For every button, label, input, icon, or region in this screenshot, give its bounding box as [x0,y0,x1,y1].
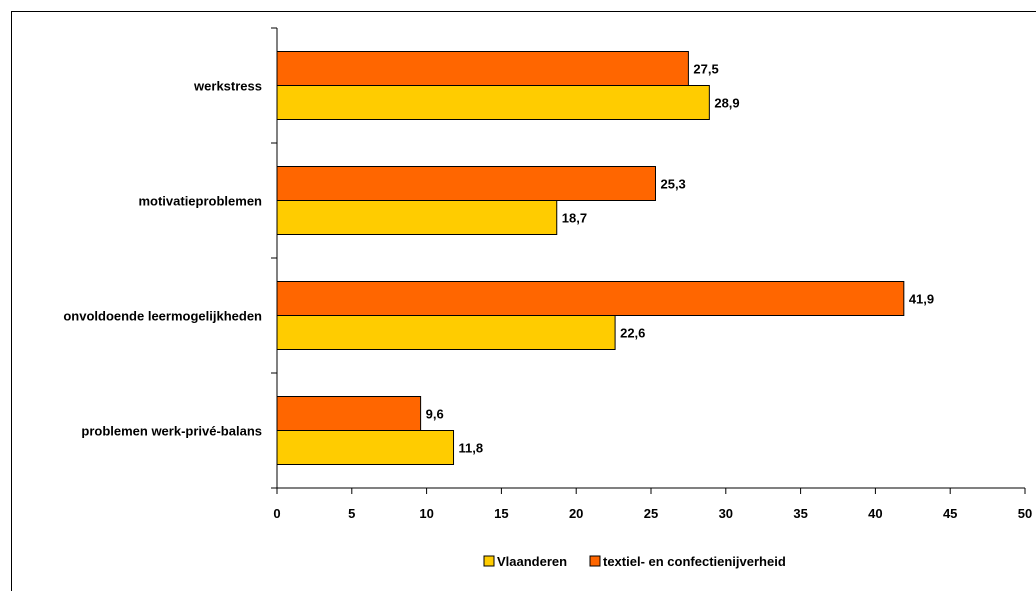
bar-vlaanderen-0 [276,85,710,120]
bar-textiel-3 [276,396,422,431]
bar-vlaanderen-2 [276,315,616,350]
category-label-1: motivatieproblemen [138,194,262,209]
x-tick-label-7: 35 [793,506,807,521]
data-label-vlaanderen-0: 28,9 [714,96,739,111]
axes-layer [271,27,1026,494]
bar-vlaanderen-1 [276,200,558,235]
bar-textiel-2 [276,281,905,316]
legend-swatch-textiel [589,555,601,567]
data-label-textiel-3: 9,6 [426,407,444,422]
data-label-textiel-1: 25,3 [660,177,685,192]
chart-frame [11,11,1036,591]
bar-vlaanderen-3 [276,430,455,465]
category-label-0: werkstress [193,79,262,94]
legend-label-textiel: textiel- en confectienijverheid [603,554,786,569]
data-label-textiel-0: 27,5 [693,62,718,77]
legend-swatch-vlaanderen [483,555,495,567]
legend-label-vlaanderen: Vlaanderen [497,554,567,569]
category-label-3: problemen werk-privé-balans [81,424,262,439]
x-tick-label-2: 10 [419,506,433,521]
x-tick-label-4: 20 [569,506,583,521]
bar-textiel-0 [276,51,689,86]
data-label-vlaanderen-1: 18,7 [562,211,587,226]
category-label-2: onvoldoende leermogelijkheden [63,309,262,324]
bars-layer [276,51,905,465]
legend: Vlaanderen textiel- en confectienijverhe… [483,554,786,569]
x-tick-label-1: 5 [348,506,355,521]
bar-chart: 27,5 28,9 werkstress 25,3 18,7 motivatieprobl… [63,27,1032,569]
data-label-vlaanderen-2: 22,6 [620,326,645,341]
data-label-textiel-2: 41,9 [909,292,934,307]
data-label-vlaanderen-3: 11,8 [459,441,484,456]
labels-layer: 27,5 28,9 werkstress 25,3 18,7 motivatieprobl… [63,62,1032,522]
x-tick-label-6: 30 [719,506,733,521]
x-tick-label-3: 15 [494,506,508,521]
x-tick-label-9: 45 [943,506,957,521]
x-tick-label-0: 0 [273,506,280,521]
x-tick-label-8: 40 [868,506,882,521]
x-tick-label-5: 25 [644,506,658,521]
bar-textiel-1 [276,166,656,201]
x-tick-label-10: 50 [1018,506,1032,521]
